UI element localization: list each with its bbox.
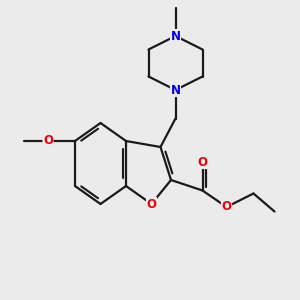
Text: O: O xyxy=(221,200,232,214)
Text: O: O xyxy=(43,134,53,148)
Text: O: O xyxy=(146,197,157,211)
Text: N: N xyxy=(170,83,181,97)
Text: O: O xyxy=(197,155,208,169)
Text: N: N xyxy=(170,29,181,43)
